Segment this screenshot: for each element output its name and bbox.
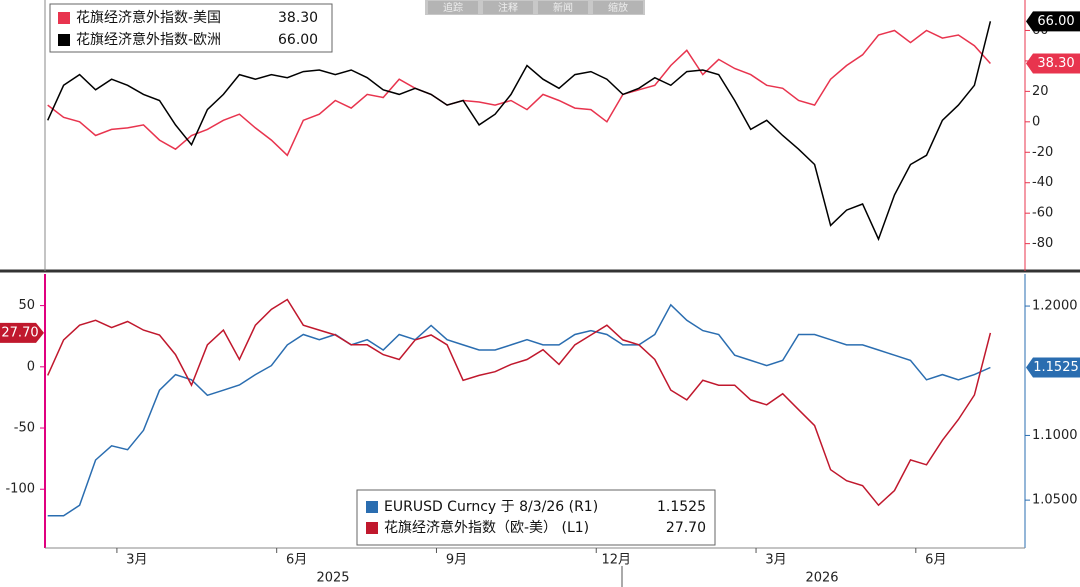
legend-swatch <box>366 522 378 534</box>
legend-value: 66.00 <box>278 32 318 48</box>
y2-tick-label: 1.0500 <box>1032 493 1078 508</box>
legend-value: 27.70 <box>666 520 706 536</box>
y-tick-label: 0 <box>1032 114 1040 129</box>
y-tick-label: -40 <box>1032 175 1053 190</box>
last-value-label: 27.70 <box>1 325 38 340</box>
toolbar <box>425 0 645 15</box>
series-line <box>47 21 992 242</box>
x-tick-label: 12月 <box>601 553 631 568</box>
toolbar-button <box>538 1 588 14</box>
series-line <box>47 303 991 517</box>
x-tick-label: 3月 <box>765 553 786 568</box>
y-tick-label: 20 <box>1032 84 1049 99</box>
series-line <box>47 298 992 507</box>
last-value-tag <box>1026 53 1080 74</box>
last-value-label: 38.30 <box>1037 56 1074 71</box>
last-value-tag <box>1026 11 1080 32</box>
toolbar-bg <box>425 0 645 15</box>
series-line <box>47 29 991 157</box>
x-tick-label: 6月 <box>925 553 946 568</box>
toolbar-button <box>428 1 478 14</box>
last-value-tag <box>1026 357 1080 378</box>
legend-box <box>49 3 333 53</box>
legend-name: 花旗经济意外指数-欧洲 <box>76 31 221 48</box>
legend-box <box>356 489 716 546</box>
legend-name: 花旗经济意外指数-美国 <box>76 9 221 26</box>
legend-value: 1.1525 <box>657 499 706 515</box>
legend-name: 花旗经济意外指数（欧-美） (L1) <box>384 519 589 536</box>
x-tick-label: 6月 <box>286 553 307 568</box>
y-tick-label: -50 <box>14 421 35 436</box>
x-tick-label: 3月 <box>126 553 147 568</box>
y-tick-label: 50 <box>18 298 35 313</box>
toolbar-label: 缩放 <box>608 1 628 14</box>
toolbar-button <box>593 1 643 14</box>
last-value-label: 66.00 <box>1037 14 1074 29</box>
year-label: 2026 <box>805 571 838 586</box>
y-tick-label: -80 <box>1032 236 1053 251</box>
y-tick-label: -60 <box>1032 206 1053 221</box>
legend-swatch <box>58 12 70 24</box>
legend-swatch <box>58 34 70 46</box>
last-value-tag <box>0 322 44 343</box>
y-tick-label: 0 <box>27 359 35 374</box>
legend-name: EURUSD Curncy 于 8/3/26 (R1) <box>384 499 598 515</box>
y-tick-label: -20 <box>1032 145 1053 160</box>
y-tick-label: -100 <box>5 482 35 497</box>
year-label: 2025 <box>316 571 349 586</box>
toolbar-label: 注释 <box>498 1 518 14</box>
legend-value: 38.30 <box>278 10 318 26</box>
toolbar-label: 新闻 <box>553 1 573 14</box>
x-tick-label: 9月 <box>446 553 467 568</box>
toolbar-button <box>483 1 533 14</box>
toolbar-label: 追踪 <box>443 1 463 14</box>
last-value-label: 1.1525 <box>1033 360 1079 375</box>
y2-tick-label: 1.2000 <box>1032 299 1078 314</box>
y2-tick-label: 1.1000 <box>1032 428 1078 443</box>
legend-swatch <box>366 501 378 513</box>
